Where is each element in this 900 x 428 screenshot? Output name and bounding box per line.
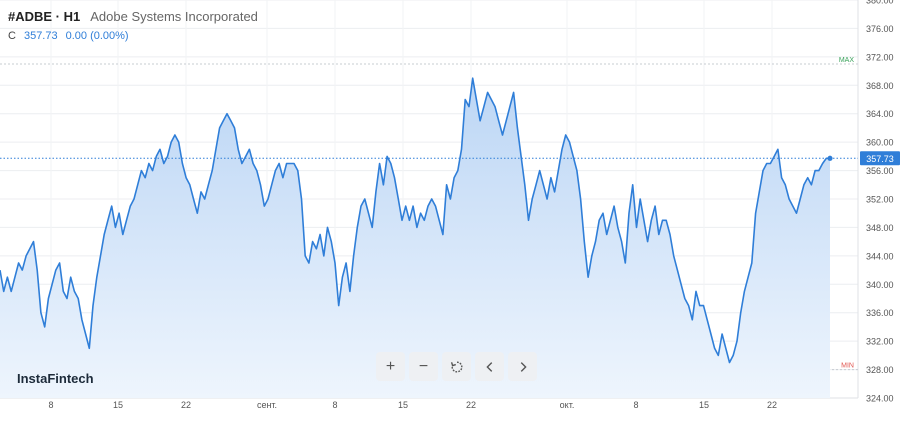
- brand-logo: InstaFintech: [17, 371, 94, 386]
- price-change: 0.00 (0.00%): [65, 30, 129, 42]
- quote-line: C 357.73 0.00 (0.00%): [8, 30, 258, 42]
- price-badge-label: 357.73: [866, 154, 894, 164]
- y-tick-label: 348.00: [866, 223, 894, 233]
- reset-button[interactable]: [442, 352, 471, 381]
- series-area: [0, 78, 830, 398]
- x-tick-label: 8: [332, 400, 337, 410]
- chevron-left-icon: [485, 361, 492, 372]
- y-tick-label: 372.00: [866, 52, 894, 62]
- y-tick-label: 376.00: [866, 24, 894, 34]
- chart-toolbar: + −: [376, 352, 537, 381]
- y-tick-label: 332.00: [866, 337, 894, 347]
- chart-header: #ADBE · H1 Adobe Systems Incorporated C 35…: [8, 9, 258, 42]
- y-tick-label: 364.00: [866, 109, 894, 119]
- next-button[interactable]: [508, 352, 537, 381]
- chevron-right-icon: [520, 361, 527, 372]
- max-label: MAX: [839, 57, 855, 64]
- x-tick-label: 15: [699, 400, 709, 410]
- zoom-out-button[interactable]: −: [409, 352, 438, 381]
- series-line: [0, 77, 830, 364]
- x-tick-label: окт.: [560, 400, 575, 410]
- y-tick-label: 336.00: [866, 308, 894, 318]
- last-point: [827, 155, 833, 161]
- company-name: Adobe Systems Incorporated: [90, 9, 258, 24]
- symbol-line: #ADBE · H1 Adobe Systems Incorporated: [8, 9, 258, 24]
- y-tick-label: 368.00: [866, 81, 894, 91]
- x-tick-label: 22: [466, 400, 476, 410]
- x-tick-label: 22: [181, 400, 191, 410]
- y-tick-label: 340.00: [866, 280, 894, 290]
- x-tick-label: 8: [633, 400, 638, 410]
- y-tick-label: 352.00: [866, 195, 894, 205]
- x-tick-label: 15: [398, 400, 408, 410]
- x-tick-label: сент.: [257, 400, 277, 410]
- symbol-label: #ADBE · H1: [8, 9, 81, 24]
- zoom-in-button[interactable]: +: [376, 352, 405, 381]
- x-tick-label: 8: [48, 400, 53, 410]
- last-price: 357.73: [23, 30, 58, 42]
- price-badge: [860, 151, 900, 166]
- y-tick-label: 324.00: [866, 394, 894, 404]
- y-tick-label: 360.00: [866, 138, 894, 148]
- x-tick-label: 15: [113, 400, 123, 410]
- min-label: MIN: [841, 363, 854, 370]
- y-tick-label: 380.00: [866, 0, 894, 6]
- x-tick-label: 22: [767, 400, 777, 410]
- y-tick-label: 356.00: [866, 166, 894, 176]
- quote-label: C: [8, 30, 16, 42]
- reset-icon: [450, 360, 462, 372]
- prev-button[interactable]: [475, 352, 504, 381]
- y-tick-label: 344.00: [866, 251, 894, 261]
- y-tick-label: 328.00: [866, 365, 894, 375]
